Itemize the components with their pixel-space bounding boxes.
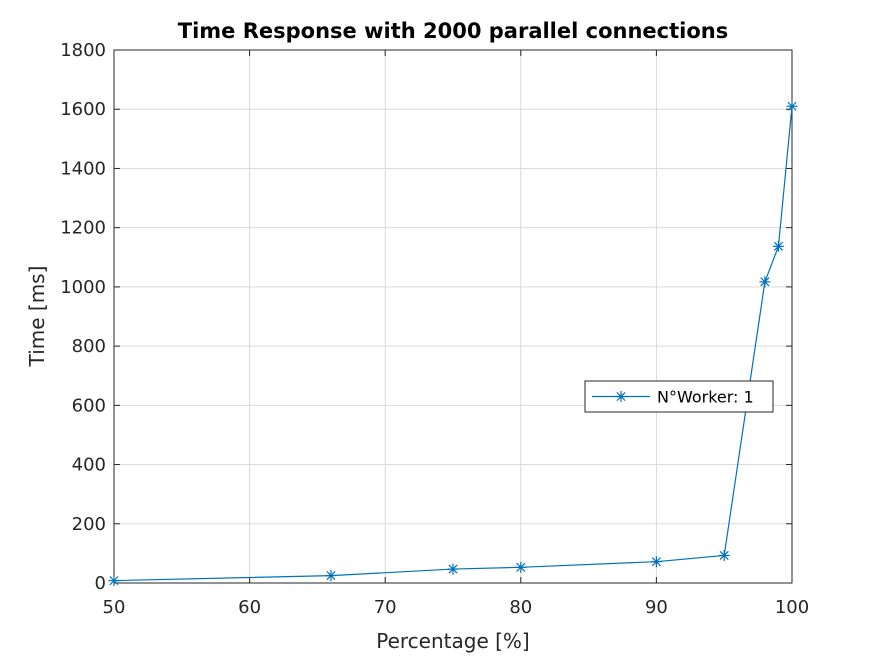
- x-tick-label: 70: [374, 597, 397, 618]
- y-tick-label: 400: [72, 455, 106, 476]
- x-axis-label: Percentage [%]: [376, 629, 529, 653]
- x-axis: 50 60 70 80 90 100: [103, 50, 809, 618]
- grid: [113, 49, 793, 584]
- y-axis-label: Time [ms]: [25, 266, 49, 368]
- y-tick-label: 200: [72, 514, 106, 535]
- y-axis: 0 200 400 600 800 1000 1200 1400 1600 1800: [60, 40, 792, 594]
- legend-asterisk: [615, 391, 627, 402]
- y-tick-label: 1600: [60, 99, 106, 120]
- data-point-marker: [759, 276, 771, 288]
- data-point-marker: [772, 240, 784, 252]
- legend-marker-icon: [615, 391, 627, 402]
- y-tick-label: 600: [72, 395, 106, 416]
- data-point-marker: [786, 100, 798, 112]
- y-tick-label: 800: [72, 336, 106, 357]
- plot-area: [113, 49, 793, 584]
- data-point-marker: [718, 549, 730, 561]
- y-tick-label: 0: [95, 573, 106, 594]
- data-point-marker: [447, 563, 459, 575]
- x-tick-label: 50: [103, 597, 126, 618]
- x-tick-label: 60: [238, 597, 261, 618]
- y-tick-label: 1400: [60, 158, 106, 179]
- x-tick-label: 90: [645, 597, 668, 618]
- y-tick-label: 1000: [60, 277, 106, 298]
- x-tick-label: 80: [509, 597, 532, 618]
- series-line: [113, 106, 793, 582]
- y-tick-label: 1800: [60, 40, 106, 61]
- legend: N°Worker: 1: [584, 380, 774, 413]
- data-point-marker: [108, 575, 120, 587]
- data-point-marker: [515, 561, 527, 573]
- x-tick-label: 100: [775, 597, 809, 618]
- data-point-marker: [325, 570, 337, 582]
- chart-title: Time Response with 2000 parallel connect…: [178, 19, 728, 43]
- data-point-marker: [650, 556, 662, 568]
- legend-label: N°Worker: 1: [657, 388, 754, 407]
- y-tick-label: 1200: [60, 218, 106, 239]
- series-layer: [108, 100, 798, 587]
